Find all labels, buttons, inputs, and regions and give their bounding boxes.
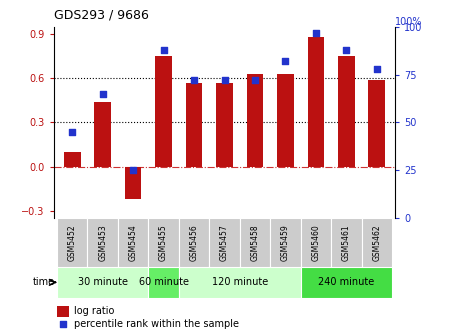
- Bar: [179, 218, 209, 267]
- Bar: [369, 80, 385, 167]
- Text: GSM5454: GSM5454: [128, 224, 137, 261]
- Bar: [361, 218, 392, 267]
- Text: GSM5457: GSM5457: [220, 224, 229, 261]
- Point: [343, 47, 350, 52]
- Text: 60 minute: 60 minute: [139, 277, 189, 287]
- Bar: [331, 218, 361, 267]
- Text: time: time: [32, 277, 54, 287]
- Bar: [57, 306, 69, 317]
- Point: [60, 321, 67, 327]
- Text: 30 minute: 30 minute: [78, 277, 128, 287]
- Text: log ratio: log ratio: [75, 306, 115, 316]
- Bar: [247, 74, 264, 167]
- Bar: [277, 74, 294, 167]
- Bar: [57, 218, 88, 267]
- Bar: [179, 267, 301, 298]
- Bar: [88, 218, 118, 267]
- Bar: [240, 218, 270, 267]
- Bar: [125, 167, 141, 199]
- Text: GSM5458: GSM5458: [251, 224, 260, 261]
- Text: 240 minute: 240 minute: [318, 277, 374, 287]
- Bar: [185, 83, 202, 167]
- Text: GSM5460: GSM5460: [312, 224, 321, 261]
- Point: [99, 91, 106, 96]
- Bar: [57, 267, 148, 298]
- Text: 120 minute: 120 minute: [211, 277, 268, 287]
- Bar: [118, 218, 148, 267]
- Bar: [338, 56, 355, 167]
- Bar: [216, 83, 233, 167]
- Text: GSM5456: GSM5456: [189, 224, 198, 261]
- Bar: [301, 267, 392, 298]
- Point: [190, 78, 198, 83]
- Text: GSM5461: GSM5461: [342, 224, 351, 261]
- Bar: [308, 37, 324, 167]
- Bar: [94, 102, 111, 167]
- Point: [69, 129, 76, 135]
- Point: [373, 66, 380, 72]
- Text: GSM5459: GSM5459: [281, 224, 290, 261]
- Point: [129, 168, 136, 173]
- Text: GDS293 / 9686: GDS293 / 9686: [54, 9, 149, 22]
- Point: [251, 78, 259, 83]
- Bar: [148, 267, 179, 298]
- Point: [282, 58, 289, 64]
- Text: GSM5453: GSM5453: [98, 224, 107, 261]
- Point: [160, 47, 167, 52]
- Bar: [148, 218, 179, 267]
- Bar: [64, 152, 80, 167]
- Text: GSM5455: GSM5455: [159, 224, 168, 261]
- Bar: [301, 218, 331, 267]
- Point: [221, 78, 228, 83]
- Text: GSM5462: GSM5462: [372, 224, 381, 261]
- Bar: [155, 56, 172, 167]
- Text: 100%: 100%: [395, 17, 423, 27]
- Bar: [270, 218, 301, 267]
- Point: [313, 30, 320, 35]
- Text: GSM5452: GSM5452: [68, 224, 77, 261]
- Text: percentile rank within the sample: percentile rank within the sample: [75, 319, 239, 329]
- Bar: [209, 218, 240, 267]
